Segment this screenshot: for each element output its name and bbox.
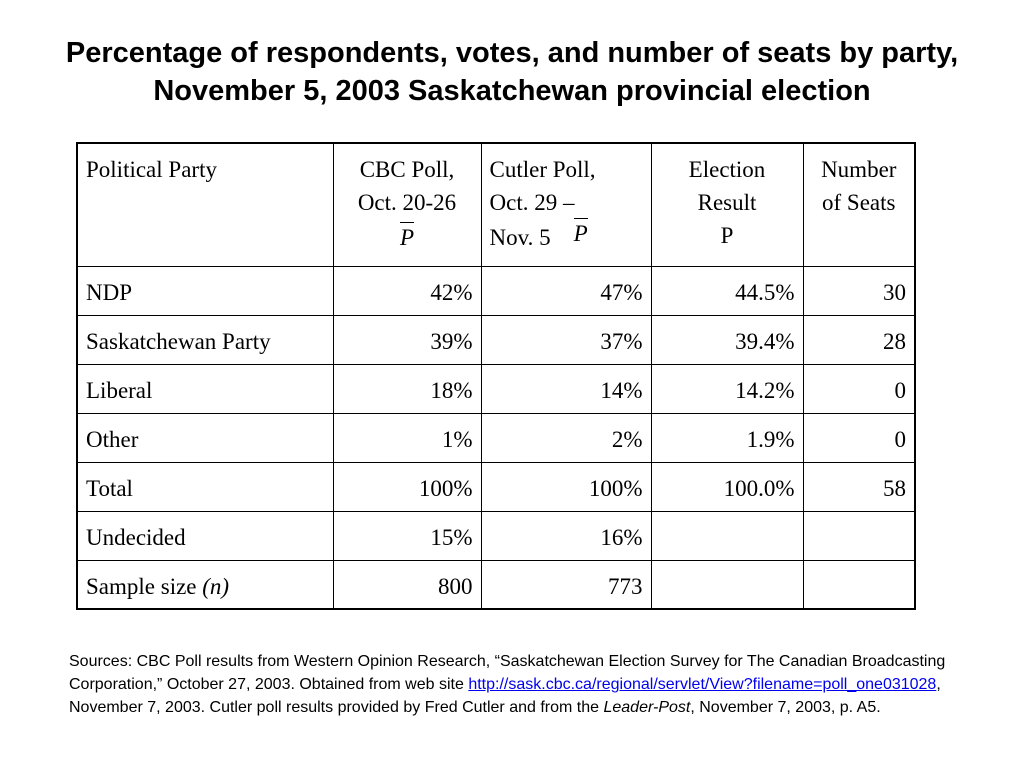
table-row-liberal: Liberal 18% 14% 14.2% 0 — [76, 363, 916, 414]
table-row-total: Total 100% 100% 100.0% 58 — [76, 461, 916, 512]
cell-seats: 28 — [802, 314, 916, 365]
header-party: Political Party — [76, 142, 334, 267]
cell-party-suffix: (n) — [202, 573, 230, 599]
cell-result — [650, 559, 804, 610]
header-cutler-p-bar-symbol: P — [573, 215, 588, 250]
source-link[interactable]: http://sask.cbc.ca/regional/servlet/View… — [468, 676, 937, 693]
cell-seats: 0 — [802, 363, 916, 414]
header-cutler-line3: Nov. 5 — [489, 225, 551, 250]
cell-cbc: 18% — [332, 363, 482, 414]
cell-cutler: 37% — [480, 314, 652, 365]
cell-cutler: 100% — [480, 461, 652, 512]
header-seats-line1: Number — [821, 157, 897, 182]
cell-cbc: 15% — [332, 510, 482, 561]
cell-cbc: 1% — [332, 412, 482, 463]
cell-party: Liberal — [76, 363, 334, 414]
cell-cbc: 39% — [332, 314, 482, 365]
cell-cutler: 47% — [480, 265, 652, 316]
table-row-ndp: NDP 42% 47% 44.5% 30 — [76, 265, 916, 316]
header-cbc-p-bar-symbol: P — [399, 219, 415, 254]
table-header-row: Political Party CBC Poll, Oct. 20-26 P C… — [76, 142, 916, 267]
cell-party: Total — [76, 461, 334, 512]
cell-result: 1.9% — [650, 412, 804, 463]
sources-publication: Leader-Post — [603, 699, 691, 716]
cell-result: 100.0% — [650, 461, 804, 512]
header-cutler-line1: Cutler Poll, — [489, 157, 596, 182]
header-cbc-line1: CBC Poll, — [359, 157, 455, 182]
cell-cutler: 2% — [480, 412, 652, 463]
cell-party: Sample size (n) — [76, 559, 334, 610]
cell-result — [650, 510, 804, 561]
header-cutler-poll: Cutler Poll, Oct. 29 – Nov. 5 P — [480, 142, 652, 267]
header-seats-line2: of Seats — [822, 190, 896, 215]
header-number-of-seats: Number of Seats — [802, 142, 916, 267]
cell-result: 44.5% — [650, 265, 804, 316]
cell-cbc: 100% — [332, 461, 482, 512]
cell-party: Undecided — [76, 510, 334, 561]
results-table: Political Party CBC Poll, Oct. 20-26 P C… — [76, 142, 916, 610]
cell-seats: 0 — [802, 412, 916, 463]
sources-text-1: Sources: CBC Poll results from Western O… — [69, 653, 946, 693]
sources-text-3: , November 7, 2003, p. A5. — [690, 699, 881, 716]
cell-cutler: 773 — [480, 559, 652, 610]
page-title: Percentage of respondents, votes, and nu… — [65, 37, 959, 107]
header-result-line2: Result — [697, 190, 757, 215]
cell-party-label: Sample size — [86, 573, 197, 599]
sources-note: Sources: CBC Poll results from Western O… — [69, 650, 959, 719]
cell-party: NDP — [76, 265, 334, 316]
table-row-undecided: Undecided 15% 16% — [76, 510, 916, 561]
cell-cbc: 42% — [332, 265, 482, 316]
table-row-sample-size: Sample size (n) 800 773 — [76, 559, 916, 610]
cell-seats: 30 — [802, 265, 916, 316]
cell-result: 14.2% — [650, 363, 804, 414]
cell-seats — [802, 559, 916, 610]
cell-cutler: 16% — [480, 510, 652, 561]
cell-cutler: 14% — [480, 363, 652, 414]
header-party-label: Political Party — [86, 157, 217, 182]
header-cutler-line2: Oct. 29 – — [489, 190, 575, 215]
cell-party: Saskatchewan Party — [76, 314, 334, 365]
header-election-result: Election Result P — [650, 142, 804, 267]
cell-party: Other — [76, 412, 334, 463]
sources-text-2: , November 7, 2003. Cutler poll results … — [69, 676, 941, 716]
table-row-other: Other 1% 2% 1.9% 0 — [76, 412, 916, 463]
cell-result: 39.4% — [650, 314, 804, 365]
header-cbc-poll: CBC Poll, Oct. 20-26 P — [332, 142, 482, 267]
header-cbc-line2: Oct. 20-26 — [357, 190, 457, 215]
table-row-saskatchewan-party: Saskatchewan Party 39% 37% 39.4% 28 — [76, 314, 916, 365]
cell-seats: 58 — [802, 461, 916, 512]
header-result-p-symbol: P — [720, 223, 734, 248]
header-result-line1: Election — [688, 157, 766, 182]
cell-cbc: 800 — [332, 559, 482, 610]
cell-seats — [802, 510, 916, 561]
